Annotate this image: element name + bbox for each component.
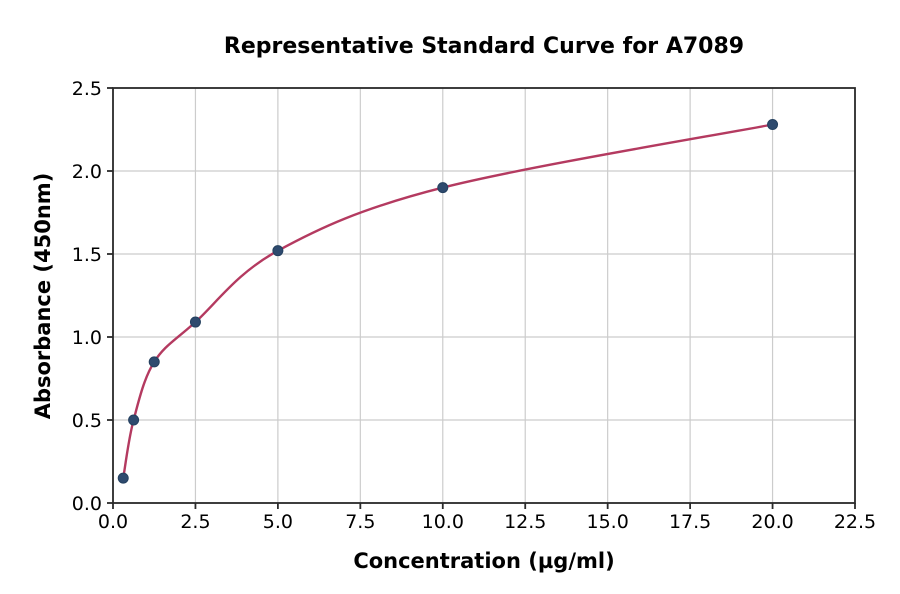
y-tick-label: 2.0 <box>72 161 102 183</box>
chart-title: Representative Standard Curve for A7089 <box>223 34 745 59</box>
y-axis-label: Absorbance (450nm) <box>31 172 55 420</box>
x-tick-label: 10.0 <box>422 511 464 533</box>
fit-curve <box>122 123 774 480</box>
x-tick-label: 7.5 <box>345 511 375 533</box>
x-tick-label: 20.0 <box>751 511 793 533</box>
y-tick-label: 1.0 <box>72 327 102 349</box>
x-tick-label: 15.0 <box>587 511 629 533</box>
x-tick-label: 22.5 <box>834 511 876 533</box>
x-tick-label: 2.5 <box>180 511 210 533</box>
data-point <box>117 472 129 484</box>
y-tick-label: 0.0 <box>72 493 102 515</box>
data-point <box>128 414 140 426</box>
x-tick-label: 17.5 <box>669 511 711 533</box>
data-point <box>437 182 449 194</box>
data-point <box>767 119 779 131</box>
plot-border <box>112 87 856 504</box>
data-point <box>148 356 160 368</box>
x-tick-label: 12.5 <box>504 511 546 533</box>
y-tick-label: 2.5 <box>72 78 102 100</box>
data-point <box>272 245 284 257</box>
y-tick-label: 1.5 <box>72 244 102 266</box>
x-axis-label: Concentration (µg/ml) <box>353 549 615 573</box>
x-tick-label: 5.0 <box>263 511 293 533</box>
y-tick-label: 0.5 <box>72 410 102 432</box>
data-point <box>189 316 201 328</box>
x-tick-label: 0.0 <box>98 511 128 533</box>
